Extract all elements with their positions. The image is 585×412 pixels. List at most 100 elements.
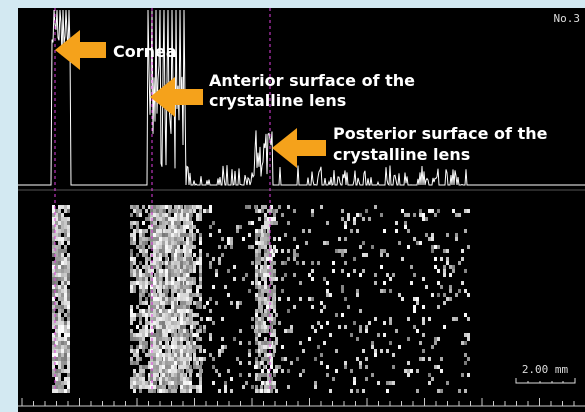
speckle — [58, 373, 61, 377]
speckle — [133, 261, 136, 265]
speckle — [326, 289, 329, 293]
speckle — [153, 317, 156, 321]
speckle — [58, 385, 61, 389]
speckle — [263, 321, 266, 325]
speckle — [139, 357, 142, 361]
speckle — [156, 257, 159, 261]
speckle — [248, 221, 251, 225]
speckle — [281, 213, 284, 217]
speckle — [183, 261, 186, 265]
speckle — [156, 241, 159, 245]
speckle — [145, 321, 148, 325]
speckle — [332, 261, 335, 265]
speckle — [64, 321, 67, 325]
speckle — [180, 253, 183, 257]
speckle — [174, 373, 177, 377]
speckle — [308, 273, 311, 277]
speckle — [251, 325, 254, 329]
speckle — [410, 265, 413, 269]
speckle — [196, 365, 199, 369]
speckle — [193, 385, 196, 389]
speckle — [186, 297, 189, 301]
speckle — [407, 369, 410, 373]
speckle — [323, 241, 326, 245]
speckle — [145, 269, 148, 273]
speckle — [261, 245, 264, 249]
speckle — [386, 349, 389, 353]
speckle — [58, 341, 61, 345]
speckle — [189, 253, 192, 257]
speckle — [209, 205, 212, 209]
speckle — [156, 265, 159, 269]
speckle — [200, 317, 203, 321]
speckle — [293, 249, 296, 253]
speckle — [422, 333, 425, 337]
speckle — [467, 245, 470, 249]
speckle — [64, 273, 67, 277]
speckle — [168, 321, 171, 325]
speckle — [350, 369, 353, 373]
speckle — [404, 369, 407, 373]
speckle — [67, 253, 70, 257]
speckle — [136, 269, 139, 273]
speckle — [67, 325, 70, 329]
speckle — [180, 333, 183, 337]
speckle — [383, 289, 386, 293]
speckle — [284, 261, 287, 265]
speckle — [64, 237, 67, 241]
speckle — [133, 389, 136, 393]
speckle — [353, 269, 356, 273]
speckle — [183, 337, 186, 341]
speckle — [165, 309, 168, 313]
speckle — [255, 285, 258, 289]
speckle — [177, 265, 180, 269]
speckle — [320, 361, 323, 365]
speckle — [145, 281, 148, 285]
speckle — [136, 221, 139, 225]
speckle — [156, 385, 159, 389]
speckle — [174, 325, 177, 329]
speckle — [168, 285, 171, 289]
speckle — [258, 257, 261, 261]
speckle — [133, 385, 136, 389]
speckle — [224, 385, 227, 389]
speckle — [437, 293, 440, 297]
speckle — [230, 237, 233, 241]
speckle — [281, 289, 284, 293]
speckle — [165, 317, 168, 321]
speckle — [177, 257, 180, 261]
speckle — [130, 361, 133, 365]
speckle — [189, 213, 192, 217]
speckle — [58, 317, 61, 321]
speckle — [58, 345, 61, 349]
speckle — [344, 365, 347, 369]
speckle — [239, 329, 242, 333]
speckle — [344, 225, 347, 229]
speckle — [203, 349, 206, 353]
speckle — [434, 337, 437, 341]
speckle — [136, 337, 139, 341]
speckle — [180, 281, 183, 285]
speckle — [67, 365, 70, 369]
speckle — [174, 317, 177, 321]
speckle — [320, 353, 323, 357]
speckle — [341, 249, 344, 253]
speckle — [136, 345, 139, 349]
speckle — [264, 373, 267, 377]
speckle — [218, 257, 221, 261]
speckle — [199, 329, 202, 333]
speckle — [142, 241, 145, 245]
speckle — [311, 261, 314, 265]
speckle — [404, 225, 407, 229]
speckle — [455, 233, 458, 237]
speckle — [464, 341, 467, 345]
speckle — [142, 301, 145, 305]
speckle — [365, 209, 368, 213]
speckle — [264, 349, 267, 353]
speckle — [183, 265, 186, 269]
speckle — [139, 381, 142, 385]
speckle — [178, 209, 181, 213]
page: No.3 2.00 mm Cornea Anterior surface of … — [0, 0, 585, 412]
speckle — [395, 329, 398, 333]
speckle — [165, 321, 168, 325]
